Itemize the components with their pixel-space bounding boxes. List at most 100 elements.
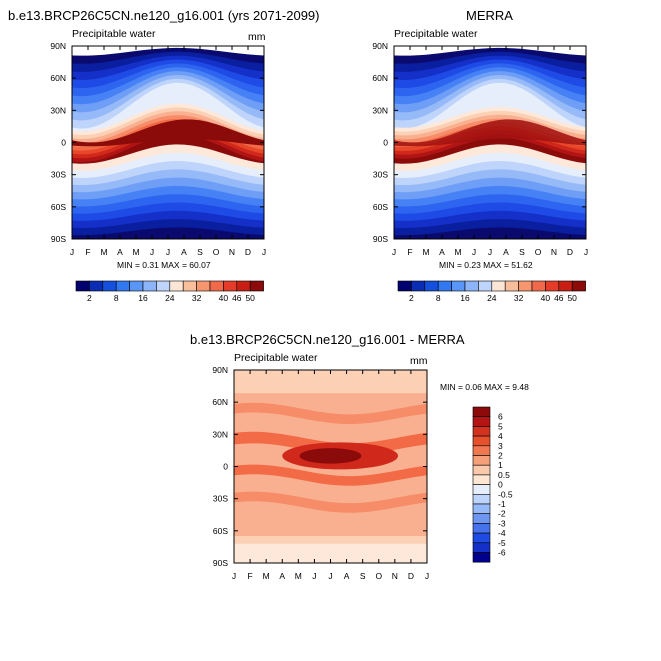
right-panel-x-label: D [567,247,573,257]
left-panel-legend-swatch [182,280,197,292]
diff-panel-x-label: J [312,571,316,581]
right-panel-legend-swatch [571,280,586,292]
diff-panel-x-label: J [425,571,429,581]
right-panel-legend-label: 24 [487,293,497,303]
diff-legend-label: 6 [498,412,503,422]
diff-panel-x-label: S [360,571,366,581]
diff-panel-x-label: N [392,571,398,581]
diff-legend-swatch [472,406,491,417]
right-panel-legend-swatch [411,280,426,292]
right-panel-x-label: M [422,247,429,257]
diff-streak-3 [234,491,427,513]
left-panel-x-label: J [166,247,170,257]
right-panel-legend-swatch [558,280,573,292]
right-panel-x-label: J [584,247,588,257]
diff-legend-label: 0 [498,480,503,490]
diff-panel-x-label: J [328,571,332,581]
right-panel-field [394,47,586,239]
right-panel-y-label: 60S [373,202,388,212]
right-panel-y-label: 30S [373,170,388,180]
right-panel-legend-swatch [531,280,546,292]
diff-legend-swatch [472,513,491,524]
left-panel-x-label: O [213,247,220,257]
left-panel-legend-label: 32 [192,293,202,303]
right-panel-legend-label: 40 [541,293,551,303]
left-panel-x-label: J [70,247,74,257]
left-panel-legend-swatch [169,280,184,292]
diff-equator-core [299,448,362,464]
right-panel-x-label: M [454,247,461,257]
left-panel-legend-label: 46 [232,293,242,303]
left-panel-legend-label: 16 [138,293,148,303]
diff-panel-x-label: J [232,571,236,581]
left-panel-legend-swatch [249,280,264,292]
left-panel-y-label: 30N [50,105,66,115]
left-panel-field [72,47,264,239]
left-panel-legend-label: 40 [219,293,229,303]
diff-legend-swatch [472,464,491,476]
left-panel-x-label: M [132,247,139,257]
left-panel-y-label: 30S [51,170,66,180]
right-panel-legend-label: 8 [436,293,441,303]
left-panel-legend-swatch [115,280,130,292]
diff-panel-y-label: 60S [213,526,228,536]
diff-panel-x-label: A [344,571,350,581]
diff-legend-label: 1 [498,460,503,470]
left-panel-title: b.e13.BRCP26C5CN.ne120_g16.001 (yrs 2071… [8,8,320,23]
diff-legend-swatch [472,474,491,485]
right-panel-subtitle: Precipitable water [394,28,478,40]
diff-panel-title: b.e13.BRCP26C5CN.ne120_g16.001 - MERRA [190,332,465,347]
diff-panel-x-label: M [263,571,270,581]
left-panel-x-label: S [197,247,203,257]
left-panel-x-label: D [245,247,251,257]
diff-panel-y-label: 30N [212,429,228,439]
left-panel-x-label: A [117,247,123,257]
diff-panel-x-label: A [279,571,285,581]
right-panel-x-label: S [519,247,525,257]
right-panel-x-label: A [439,247,445,257]
diff-legend-swatch [472,523,491,534]
diff-panel-x-label: F [247,571,252,581]
right-panel-x-label: N [551,247,557,257]
left-panel-minmax: MIN = 0.31 MAX = 60.07 [117,260,211,270]
right-panel-legend-swatch [397,280,412,292]
diff-legend-swatch [472,503,491,514]
right-panel-y-label: 60N [372,73,388,83]
equatorial-max [394,119,586,147]
diff-legend-label: -1 [498,499,506,509]
right-panel-x-label: J [392,247,396,257]
diff-legend-label: 3 [498,441,503,451]
left-panel-legend-label: 8 [114,293,119,303]
diff-panel-y-label: 60N [212,397,228,407]
diff-streak-2 [234,464,427,486]
left-panel-legend-swatch [142,280,157,292]
diff-panel-x-label: M [295,571,302,581]
left-panel-y-label: 60N [50,73,66,83]
right-panel-x-label: F [407,247,412,257]
diff-legend-swatch [472,484,491,495]
diff-panel-y-label: 30S [213,494,228,504]
left-panel-x-label: N [229,247,235,257]
diff-legend-label: -4 [498,528,506,538]
diff-legend-label: -5 [498,538,506,548]
equatorial-max [72,119,264,147]
left-panel-legend-swatch [196,280,211,292]
diff-legend-swatch [472,532,491,544]
left-panel-legend-swatch [236,280,251,292]
diff-legend-label: 0.5 [498,470,510,480]
left-panel-subtitle: Precipitable water [72,28,156,40]
right-panel-minmax: MIN = 0.23 MAX = 51.62 [439,260,533,270]
left-panel-legend-swatch [89,280,104,292]
diff-panel-y-label: 90S [213,558,228,568]
left-panel-legend-swatch [209,280,224,292]
diff-legend-swatch [472,493,491,505]
diff-legend-label: 4 [498,431,503,441]
left-panel-legend-label: 24 [165,293,175,303]
right-panel-y-label: 30N [372,105,388,115]
diff-panel-subtitle: Precipitable water [234,352,318,364]
right-panel-legend-swatch [478,280,493,292]
diff-legend-label: 5 [498,421,503,431]
right-panel-legend-swatch [518,280,533,292]
right-panel-legend-swatch [451,280,466,292]
